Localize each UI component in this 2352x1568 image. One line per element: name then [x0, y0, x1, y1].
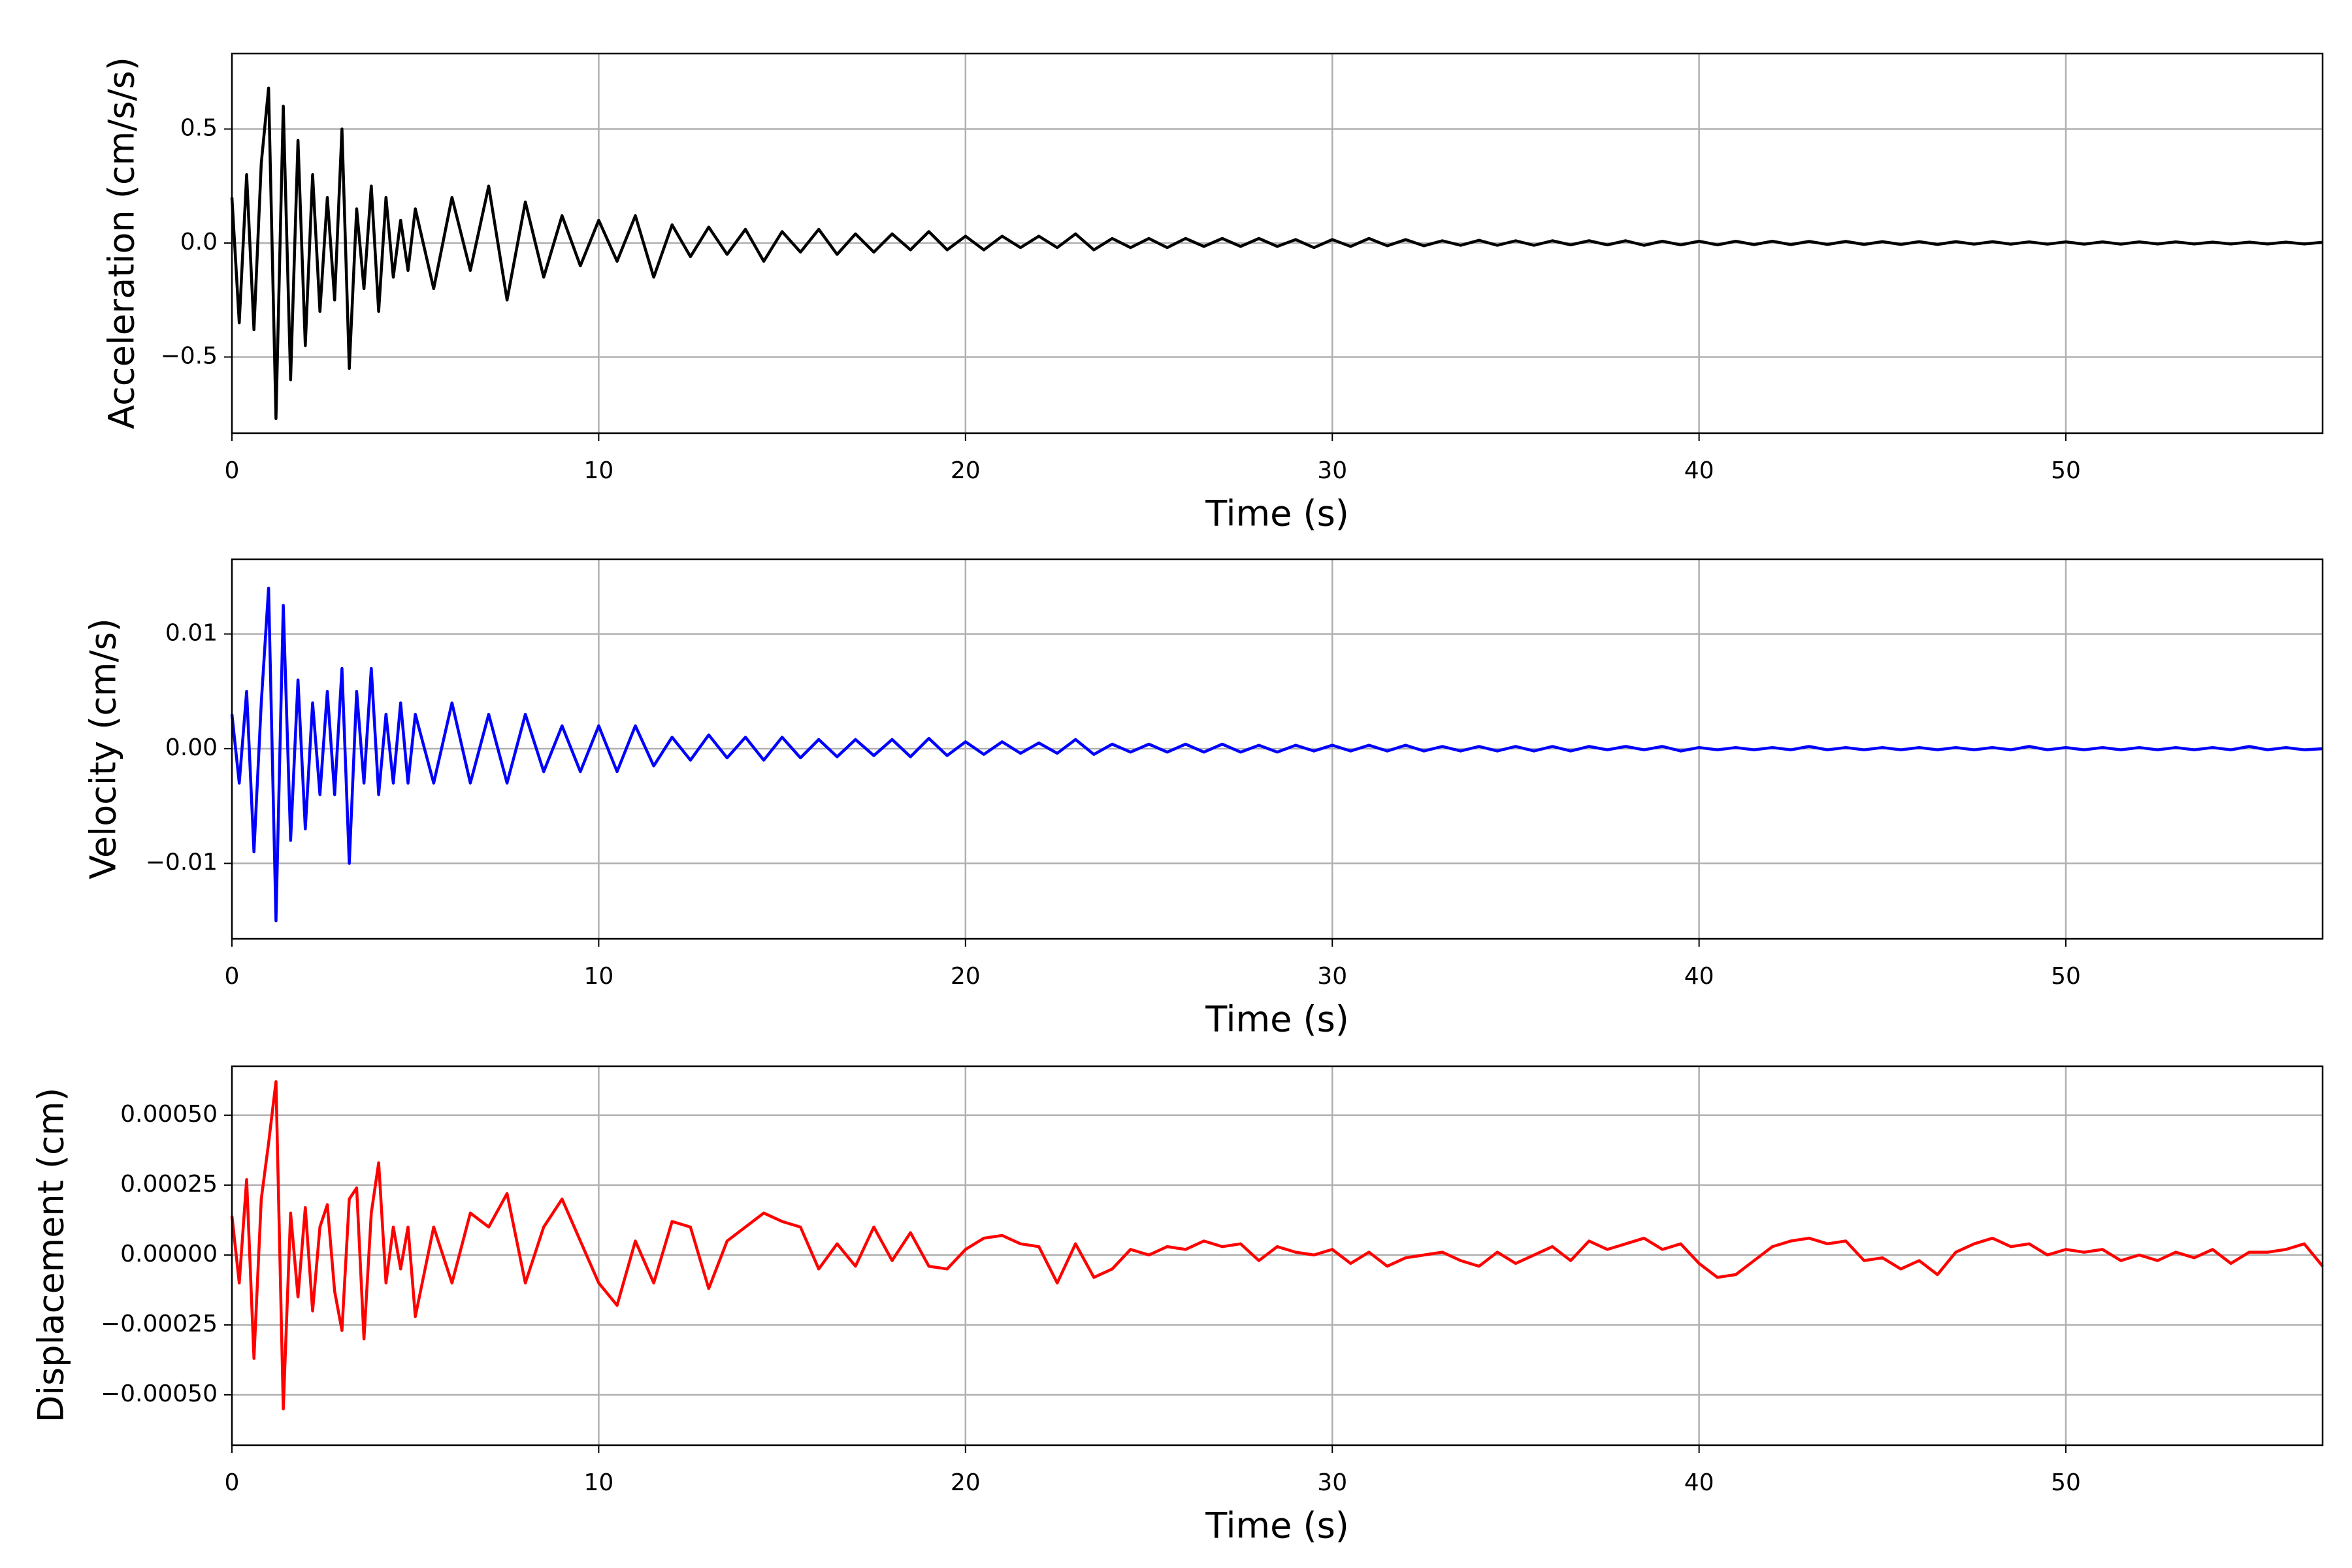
y-axis-label: Velocity (cm/s)	[83, 618, 124, 879]
x-tick-label: 30	[1317, 457, 1347, 484]
x-tick-label: 40	[1684, 963, 1714, 990]
x-tick-label: 20	[951, 963, 981, 990]
y-axis-label: Acceleration (cm/s/s)	[101, 57, 142, 429]
x-tick-label: 0	[225, 457, 240, 484]
y-tick-label: −0.5	[161, 342, 218, 369]
y-axis-label: Displacement (cm)	[31, 1088, 72, 1423]
acceleration-panel: 0 10 20 30 40 50 −0.5 0.0 0.5 Time (s) Acceleratio…	[101, 52, 2324, 534]
x-tick-label: 20	[951, 457, 981, 484]
x-tick-label: 0	[225, 963, 240, 990]
y-tick-label: 0.0	[180, 229, 218, 255]
x-axis-label: Time (s)	[1205, 1505, 1349, 1546]
axes-frame	[231, 558, 2324, 940]
displacement-series-line	[230, 1080, 2324, 1411]
velocity-series-line	[230, 586, 2323, 923]
y-tick-label: 0.5	[180, 115, 218, 142]
displacement-panel: 0 10 20 30 40 50 −0.00050 −0.00025 0.00000 0.0002…	[31, 1065, 2324, 1546]
x-tick-label: 10	[583, 1469, 613, 1496]
y-tick-label: −0.01	[146, 849, 218, 876]
axes-frame	[231, 1065, 2324, 1446]
y-tick-label: 0.00000	[120, 1241, 218, 1267]
x-tick-label: 10	[583, 963, 613, 990]
x-tick-label: 50	[2051, 457, 2081, 484]
x-axis-label: Time (s)	[1205, 999, 1349, 1040]
x-tick-label: 20	[951, 1469, 981, 1496]
y-tick-label: 0.00050	[120, 1101, 218, 1128]
x-tick-label: 50	[2051, 1469, 2081, 1496]
axes-frame	[231, 52, 2324, 434]
x-tick-label: 40	[1684, 1469, 1714, 1496]
y-tick-label: 0.01	[165, 619, 218, 646]
acceleration-series-line	[230, 86, 2323, 420]
y-tick-label: 0.00025	[120, 1171, 218, 1198]
x-tick-label: 30	[1317, 1469, 1347, 1496]
x-axis-label: Time (s)	[1205, 493, 1349, 534]
x-tick-label: 0	[225, 1469, 240, 1496]
y-tick-label: 0.00	[165, 734, 218, 761]
x-tick-label: 40	[1684, 457, 1714, 484]
y-tick-label: −0.00025	[101, 1311, 218, 1337]
x-tick-label: 50	[2051, 963, 2081, 990]
y-tick-label: −0.00050	[101, 1380, 218, 1407]
x-tick-label: 10	[583, 457, 613, 484]
x-tick-label: 30	[1317, 963, 1347, 990]
velocity-panel: 0 10 20 30 40 50 −0.01 0.00 0.01 Time (s) Velocity…	[83, 558, 2324, 1040]
